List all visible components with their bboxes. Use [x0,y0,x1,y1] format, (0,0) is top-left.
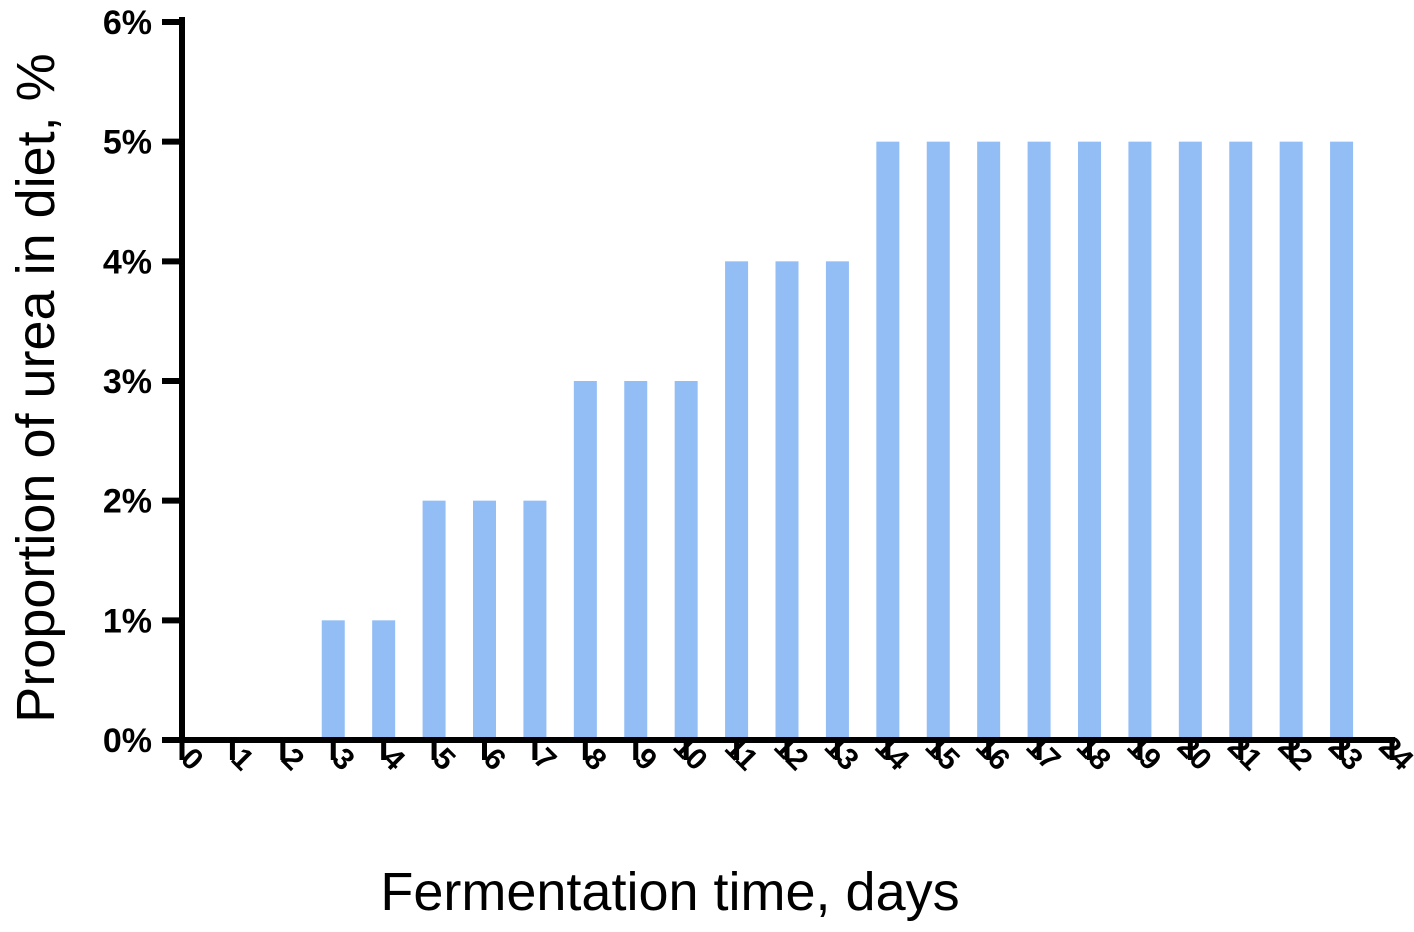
bar-day-17 [1027,141,1051,740]
y-tick-label: 3% [103,363,152,401]
bar-day-16 [977,141,1001,740]
axes-group [162,17,1395,760]
y-tick-label: 1% [103,602,152,640]
bar-day-23 [1330,141,1354,740]
y-tick-label: 6% [103,4,152,42]
bar-day-14 [876,141,900,740]
y-tick-label: 2% [103,483,152,521]
bar-day-19 [1128,141,1152,740]
bars-group [220,141,1354,740]
bar-day-8 [573,381,597,740]
tick-labels-group: 0%1%2%3%4%5%6%0 1 2 3 4 5 6 7 8 9 10 11 12 13 14 15 16 17… [103,4,1414,777]
bar-day-18 [1078,141,1101,740]
bar-day-4 [372,620,396,740]
bar-day-22 [1279,141,1303,740]
bar-day-3 [321,620,345,740]
y-tick-label: 4% [103,243,152,281]
bar-day-20 [1178,141,1202,740]
bar-day-9 [624,381,648,740]
x-axis-title: Fermentation time, days [380,862,959,922]
y-tick-label: 0% [103,722,152,760]
bar-day-11 [725,261,749,740]
bar-day-12 [775,261,799,740]
bar-day-10 [674,381,698,740]
bar-day-21 [1229,141,1253,740]
bar-day-13 [825,261,849,740]
bar-day-6 [473,500,496,740]
bar-day-15 [926,141,950,740]
y-axis-title: Proportion of urea in diet, % [6,53,66,722]
bar-day-5 [422,500,446,740]
y-tick-label: 5% [103,124,152,162]
bar-day-7 [523,500,547,740]
